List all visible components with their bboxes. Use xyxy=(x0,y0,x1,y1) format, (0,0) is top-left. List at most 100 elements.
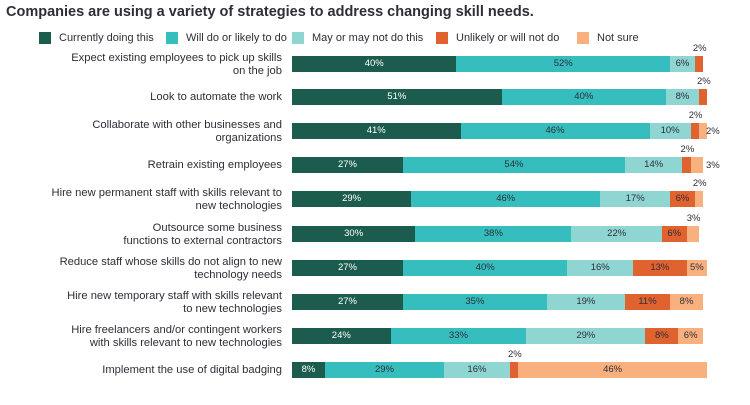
data-label: 6% xyxy=(675,58,690,69)
bar-segment-currently-doing-this xyxy=(292,123,461,139)
legend-label: Will do or likely to do xyxy=(186,32,287,44)
bar-segment-may-or-may-not-do-this xyxy=(444,362,510,378)
data-label: 6% xyxy=(683,330,698,341)
data-label: 52% xyxy=(553,58,573,69)
bar-segment-unlikely-or-will-not-do xyxy=(694,56,703,72)
data-label: 29% xyxy=(576,330,596,341)
bar-segment-may-or-may-not-do-this xyxy=(567,260,634,276)
legend-item-unlikely-or-will-not-do: Unlikely or will not do xyxy=(436,31,559,45)
category-label: Retrain existing employees xyxy=(147,159,282,171)
legend-item-may-or-may-not-do-this: May or may not do this xyxy=(292,31,423,45)
data-label: 27% xyxy=(337,296,357,307)
category-label: Hire new temporary staff with skills rel… xyxy=(67,290,282,315)
bar-segment-not-sure xyxy=(678,328,703,344)
data-label: 2% xyxy=(706,126,720,137)
legend-swatch xyxy=(577,32,589,44)
legend-swatch xyxy=(166,32,178,44)
legend-label: Not sure xyxy=(597,32,639,44)
bar-segment-currently-doing-this xyxy=(292,260,403,276)
bar-segment-currently-doing-this xyxy=(292,328,391,344)
bar-segment-may-or-may-not-do-this xyxy=(624,157,683,173)
bar-segment-currently-doing-this xyxy=(292,56,457,72)
data-label: 29% xyxy=(374,364,394,375)
chart-title: Companies are using a variety of strateg… xyxy=(6,4,534,20)
bar-segment-unlikely-or-will-not-do xyxy=(690,123,699,139)
bar-segment-may-or-may-not-do-this xyxy=(571,226,662,242)
bar-segment-will-do-or-likely-to-do xyxy=(501,89,666,105)
bar-segment-currently-doing-this xyxy=(292,226,416,242)
bar-segment-currently-doing-this xyxy=(292,191,412,207)
legend-swatch xyxy=(292,32,304,44)
data-label: 8% xyxy=(679,296,694,307)
legend-label: Unlikely or will not do xyxy=(456,32,560,44)
data-label: 2% xyxy=(688,110,703,121)
data-label: 41% xyxy=(366,125,386,136)
bar-segment-not-sure xyxy=(690,157,703,173)
data-label: 27% xyxy=(337,262,357,273)
legend-swatch xyxy=(436,32,448,44)
bar-segment-unlikely-or-will-not-do xyxy=(645,328,679,344)
data-label: 35% xyxy=(465,296,485,307)
category-label: Collaborate with other businesses and org… xyxy=(92,119,282,144)
bar-segment-may-or-may-not-do-this xyxy=(666,89,699,105)
category-label: Outsource some business functions to exte… xyxy=(123,222,282,247)
category-label: Implement the use of digital badging xyxy=(102,364,282,376)
bar-segment-may-or-may-not-do-this xyxy=(546,294,625,310)
data-label: 8% xyxy=(675,91,690,102)
bar-segment-unlikely-or-will-not-do xyxy=(509,362,519,378)
bar-segment-unlikely-or-will-not-do xyxy=(682,157,691,173)
data-label: 22% xyxy=(607,228,627,239)
bar-segment-will-do-or-likely-to-do xyxy=(411,191,601,207)
category-label: Look to automate the work xyxy=(150,91,282,103)
data-label: 19% xyxy=(576,296,596,307)
bar-segment-not-sure xyxy=(686,260,708,276)
bar-segment-unlikely-or-will-not-do xyxy=(633,260,687,276)
category-label: Expect existing employees to pick up ski… xyxy=(71,52,282,77)
bar-segment-will-do-or-likely-to-do xyxy=(456,56,671,72)
data-label: 8% xyxy=(301,364,316,375)
data-label: 2% xyxy=(507,349,522,360)
data-label: 16% xyxy=(590,262,610,273)
data-label: 40% xyxy=(475,262,495,273)
legend-item-will-do-or-likely-to-do: Will do or likely to do xyxy=(166,31,287,45)
bar-segment-will-do-or-likely-to-do xyxy=(402,260,568,276)
data-label: 6% xyxy=(667,228,682,239)
data-label: 29% xyxy=(342,193,362,204)
data-label: 33% xyxy=(448,330,468,341)
category-label: Reduce staff whose skills do not align t… xyxy=(59,256,282,281)
data-label: 17% xyxy=(625,193,645,204)
data-label: 3% xyxy=(686,213,701,224)
bar-segment-not-sure xyxy=(670,294,703,310)
data-label: 2% xyxy=(697,76,711,87)
data-label: 6% xyxy=(675,193,690,204)
bar-segment-not-sure xyxy=(518,362,708,378)
legend-label: Currently doing this xyxy=(59,32,154,44)
legend-swatch xyxy=(39,32,51,44)
bar-segment-may-or-may-not-do-this xyxy=(649,123,691,139)
bar-segment-may-or-may-not-do-this xyxy=(526,328,646,344)
data-label: 11% xyxy=(638,296,657,307)
bar-segment-currently-doing-this xyxy=(292,89,502,105)
bar-segment-will-do-or-likely-to-do xyxy=(324,362,445,378)
data-label: 40% xyxy=(574,91,594,102)
bar-segment-not-sure xyxy=(694,191,703,207)
legend-item-not-sure: Not sure xyxy=(577,31,639,45)
data-label: 54% xyxy=(504,159,524,170)
data-label: 30% xyxy=(344,228,364,239)
bar-segment-not-sure xyxy=(698,123,708,139)
bar-segment-unlikely-or-will-not-do xyxy=(661,226,687,242)
bar-segment-unlikely-or-will-not-do xyxy=(698,89,708,105)
bar-segment-currently-doing-this xyxy=(292,362,325,378)
data-label: 3% xyxy=(706,160,720,171)
data-label: 8% xyxy=(655,330,669,341)
data-label: 46% xyxy=(603,364,623,375)
bar-segment-will-do-or-likely-to-do xyxy=(390,328,527,344)
bar-segment-will-do-or-likely-to-do xyxy=(460,123,650,139)
data-label: 46% xyxy=(496,193,516,204)
bar-segment-not-sure xyxy=(686,226,699,242)
data-label: 27% xyxy=(337,159,357,170)
bar-segment-currently-doing-this xyxy=(292,157,403,173)
bar-segment-may-or-may-not-do-this xyxy=(670,56,695,72)
data-label: 13% xyxy=(650,262,670,273)
